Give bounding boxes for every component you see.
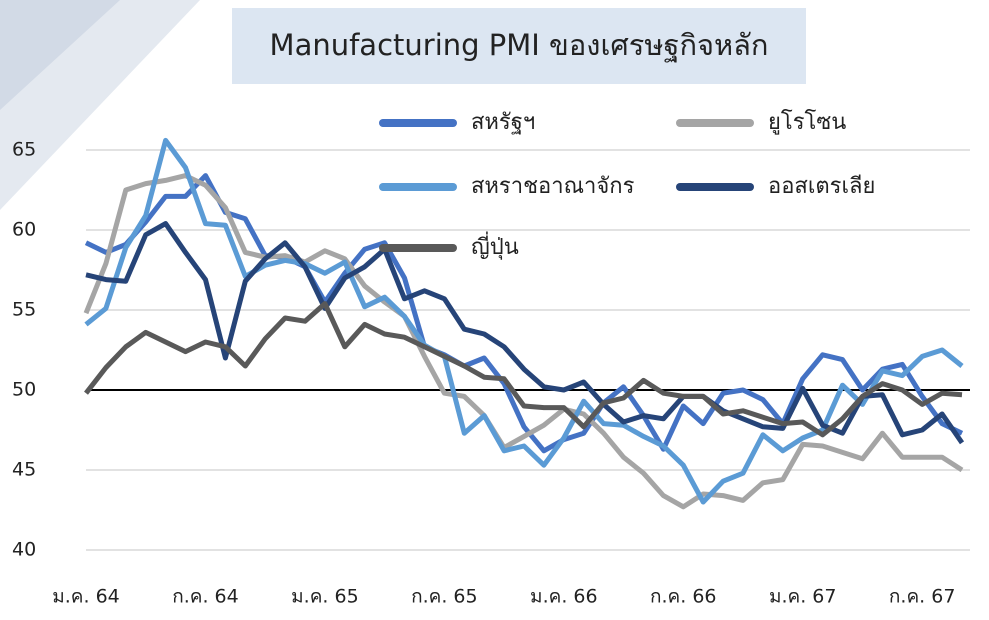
chart-title: Manufacturing PMI ของเศรษฐกิจหลัก (270, 28, 769, 63)
legend-label: ญี่ปุ่น (471, 231, 519, 260)
y-tick-label: 65 (12, 139, 36, 161)
x-tick-label: ม.ค. 65 (291, 586, 359, 608)
series-line (83, 173, 964, 510)
legend-label: สหราชอาณาจักร (471, 174, 635, 199)
series-line (85, 221, 965, 445)
x-tick-label: ก.ค. 64 (172, 586, 239, 608)
legend-label: สหรัฐฯ (471, 110, 535, 135)
y-tick-label: 55 (12, 299, 36, 321)
y-tick-label: 45 (12, 459, 36, 481)
corner-decoration (0, 0, 120, 110)
x-tick-label: ม.ค. 67 (769, 586, 837, 608)
x-tick-label: ก.ค. 65 (411, 586, 478, 608)
x-tick-label: ก.ค. 66 (650, 586, 717, 608)
y-tick-label: 50 (12, 379, 36, 401)
x-tick-label: ก.ค. 67 (889, 586, 956, 608)
x-tick-label: ม.ค. 66 (530, 586, 598, 608)
y-tick-label: 60 (12, 219, 36, 241)
title-box (232, 8, 806, 84)
x-tick-label: ม.ค. 64 (52, 586, 120, 608)
y-tick-label: 40 (12, 539, 36, 561)
legend-label: ออสเตรเลีย (768, 174, 875, 199)
legend-label: ยูโรโซน (768, 109, 846, 135)
series-line (84, 173, 964, 454)
series-line (84, 301, 963, 438)
